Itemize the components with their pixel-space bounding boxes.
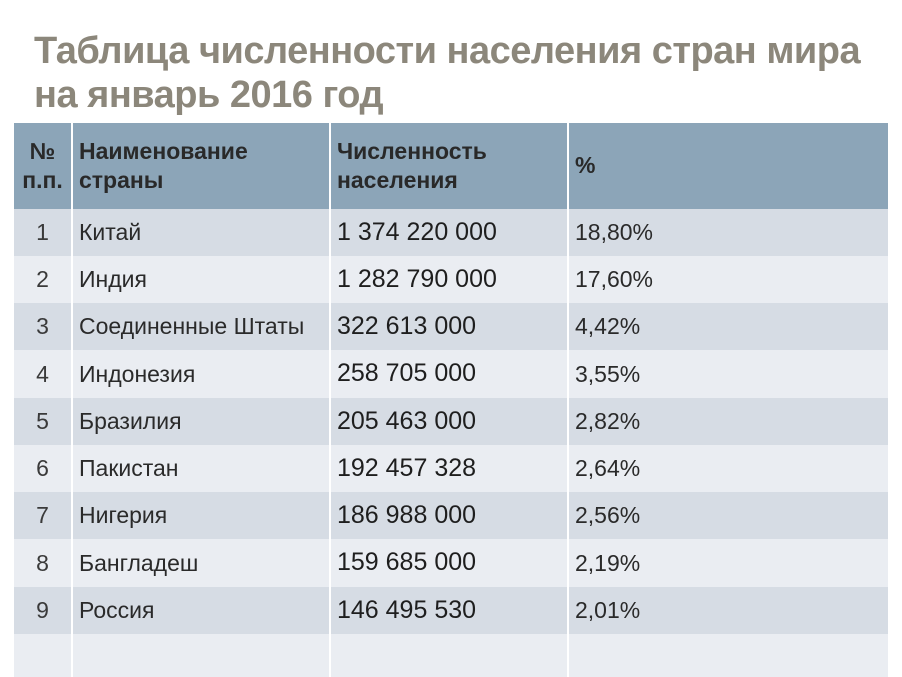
- cell-population: 146 495 530: [330, 587, 568, 634]
- slide: Таблица численности населения стран мира…: [0, 0, 902, 677]
- table-row-empty: [14, 634, 888, 677]
- table-row: 2 Индия 1 282 790 000 17,60%: [14, 256, 888, 303]
- table-row: 4 Индонезия 258 705 000 3,55%: [14, 350, 888, 397]
- cell-percent: 18,80%: [568, 209, 888, 256]
- table-body: 1 Китай 1 374 220 000 18,80% 2 Индия 1 2…: [14, 209, 888, 677]
- cell-empty: [14, 634, 72, 677]
- cell-number: 8: [14, 539, 72, 586]
- cell-number: 6: [14, 445, 72, 492]
- cell-population: 205 463 000: [330, 398, 568, 445]
- table-row: 7 Нигерия 186 988 000 2,56%: [14, 492, 888, 539]
- table-header: № п.п. Наименование страны Численность н…: [14, 123, 888, 209]
- table-row: 1 Китай 1 374 220 000 18,80%: [14, 209, 888, 256]
- cell-number: 4: [14, 350, 72, 397]
- cell-population: 322 613 000: [330, 303, 568, 350]
- table-row: 8 Бангладеш 159 685 000 2,19%: [14, 539, 888, 586]
- table-row: 5 Бразилия 205 463 000 2,82%: [14, 398, 888, 445]
- cell-country: Китай: [72, 209, 330, 256]
- table-row: 6 Пакистан 192 457 328 2,64%: [14, 445, 888, 492]
- cell-population: 258 705 000: [330, 350, 568, 397]
- cell-country: Индонезия: [72, 350, 330, 397]
- page-title: Таблица численности населения стран мира…: [34, 30, 874, 117]
- cell-percent: 2,82%: [568, 398, 888, 445]
- cell-number: 2: [14, 256, 72, 303]
- cell-country: Нигерия: [72, 492, 330, 539]
- cell-percent: 2,19%: [568, 539, 888, 586]
- cell-country: Бразилия: [72, 398, 330, 445]
- population-table-wrap: № п.п. Наименование страны Численность н…: [14, 123, 888, 677]
- cell-population: 1 374 220 000: [330, 209, 568, 256]
- cell-country: Бангладеш: [72, 539, 330, 586]
- col-header-percent: %: [568, 123, 888, 209]
- col-header-number: № п.п.: [14, 123, 72, 209]
- cell-empty: [568, 634, 888, 677]
- cell-number: 1: [14, 209, 72, 256]
- cell-number: 3: [14, 303, 72, 350]
- table-row: 9 Россия 146 495 530 2,01%: [14, 587, 888, 634]
- cell-country: Пакистан: [72, 445, 330, 492]
- cell-number: 9: [14, 587, 72, 634]
- cell-percent: 3,55%: [568, 350, 888, 397]
- cell-empty: [72, 634, 330, 677]
- cell-country: Россия: [72, 587, 330, 634]
- cell-population: 192 457 328: [330, 445, 568, 492]
- cell-percent: 17,60%: [568, 256, 888, 303]
- cell-country: Соединенные Штаты: [72, 303, 330, 350]
- table-row: 3 Соединенные Штаты 322 613 000 4,42%: [14, 303, 888, 350]
- cell-country: Индия: [72, 256, 330, 303]
- cell-empty: [330, 634, 568, 677]
- cell-population: 1 282 790 000: [330, 256, 568, 303]
- cell-percent: 2,01%: [568, 587, 888, 634]
- cell-percent: 2,56%: [568, 492, 888, 539]
- cell-percent: 2,64%: [568, 445, 888, 492]
- cell-number: 5: [14, 398, 72, 445]
- col-header-population: Численность населения: [330, 123, 568, 209]
- cell-population: 186 988 000: [330, 492, 568, 539]
- cell-population: 159 685 000: [330, 539, 568, 586]
- col-header-country: Наименование страны: [72, 123, 330, 209]
- cell-percent: 4,42%: [568, 303, 888, 350]
- cell-number: 7: [14, 492, 72, 539]
- population-table: № п.п. Наименование страны Численность н…: [14, 123, 888, 677]
